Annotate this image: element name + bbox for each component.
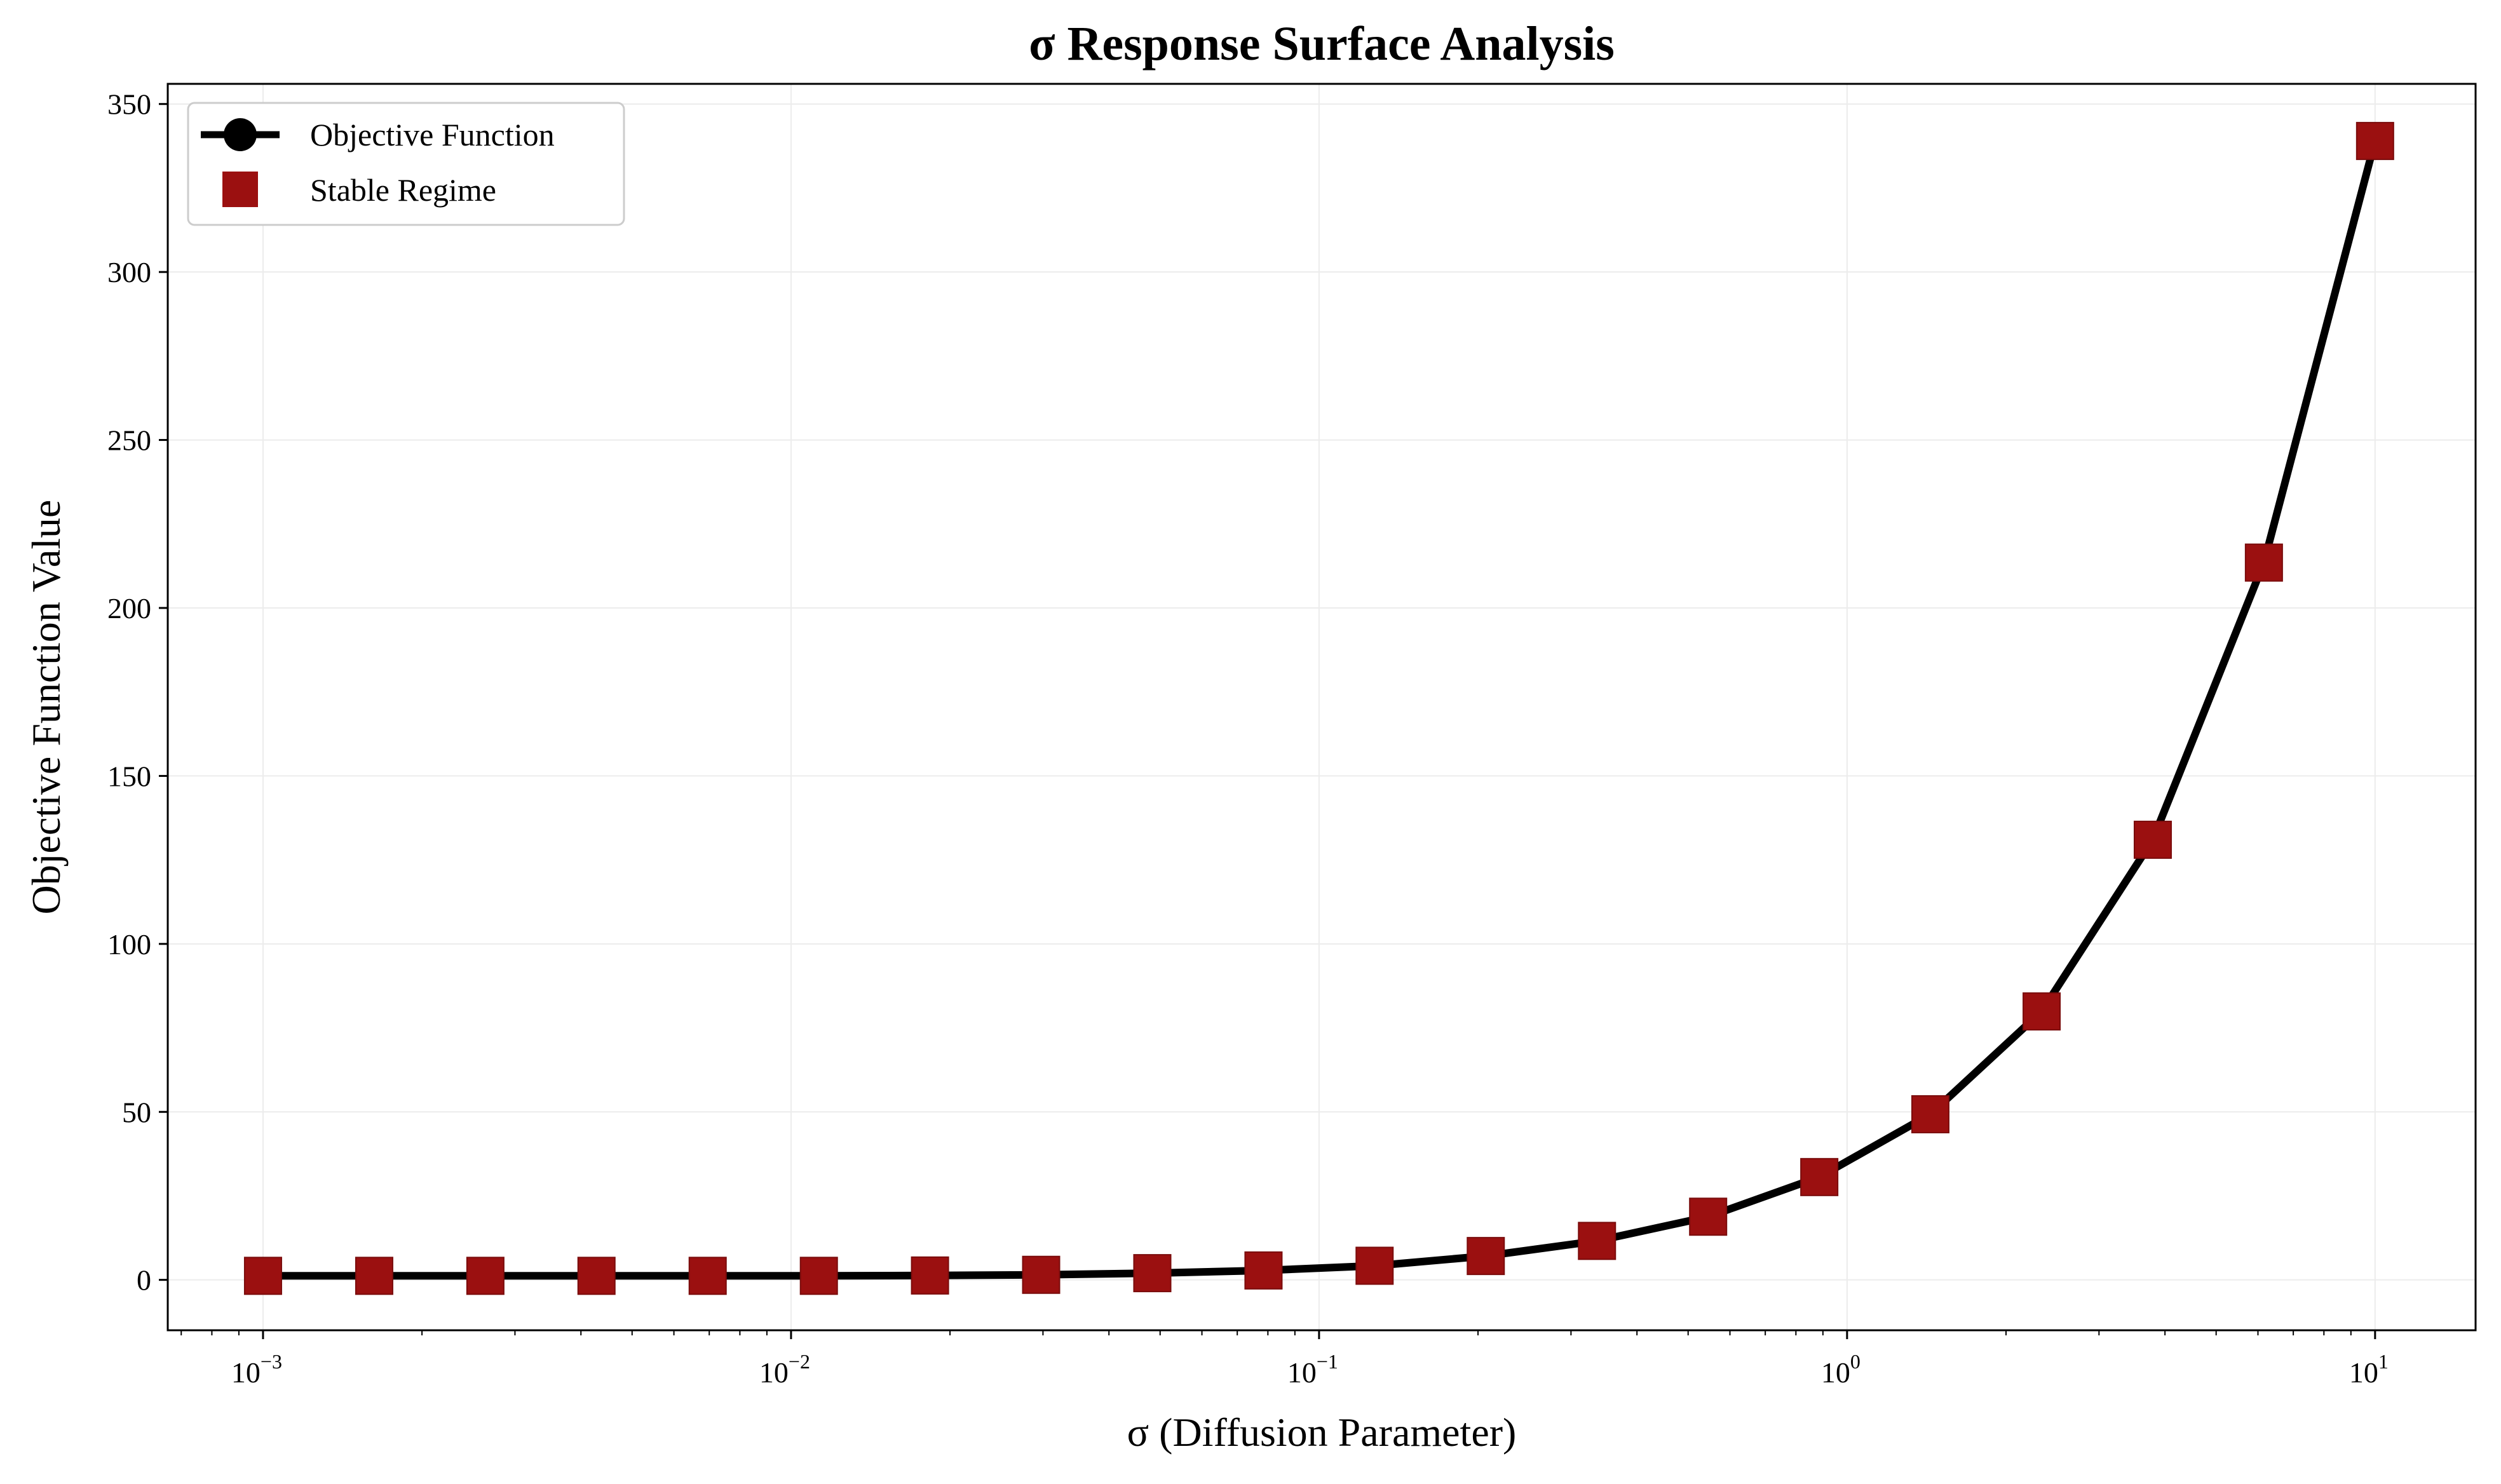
y-tick-label: 50 <box>122 1096 151 1128</box>
y-tick-label: 0 <box>137 1264 151 1297</box>
y-tick-label: 300 <box>107 256 151 288</box>
x-tick-label-exponent: 0 <box>1850 1350 1860 1373</box>
x-tick-label-exponent: −1 <box>1317 1350 1338 1373</box>
x-tick-label: 10−1 <box>1287 1350 1338 1389</box>
legend-label-objective-function: Objective Function <box>310 117 555 152</box>
x-tick-label-base: 10 <box>1287 1356 1317 1389</box>
x-tick-label: 100 <box>1821 1350 1860 1389</box>
stable-regime-marker <box>2133 820 2172 859</box>
y-tick-label: 100 <box>107 928 151 961</box>
plot-area-frame <box>166 83 2477 1332</box>
x-tick-label: 10−2 <box>759 1350 810 1389</box>
series-layer <box>243 121 2394 1295</box>
x-tick-label-exponent: 1 <box>2378 1350 2389 1373</box>
legend-square-marker-swatch <box>222 172 258 207</box>
x-tick-label-exponent: −2 <box>789 1350 810 1373</box>
stable-regime-marker <box>688 1257 727 1295</box>
stable-regime-marker <box>355 1257 393 1295</box>
x-tick-label-base: 10 <box>2349 1356 2378 1389</box>
x-tick-label: 101 <box>2349 1350 2389 1389</box>
y-tick-label: 150 <box>107 760 151 792</box>
stable-regime-marker <box>1911 1095 1949 1133</box>
y-tick-label: 350 <box>107 88 151 121</box>
stable-regime-marker <box>2023 992 2061 1031</box>
stable-regime-marker <box>466 1257 505 1295</box>
stable-regime-marker <box>577 1257 616 1295</box>
y-tick-label: 250 <box>107 424 151 457</box>
chart-title: σ Response Surface Analysis <box>1029 17 1615 71</box>
stable-regime-marker <box>911 1256 949 1295</box>
y-axis-label: Objective Function Value <box>24 500 69 915</box>
legend: Objective Function Stable Regime <box>187 102 625 226</box>
x-tick-label-base: 10 <box>759 1356 789 1389</box>
x-tick-label: 10−3 <box>231 1350 282 1389</box>
x-tick-label-base: 10 <box>1821 1356 1850 1389</box>
stable-regime-marker <box>2244 543 2283 582</box>
x-tick-label-exponent: −3 <box>261 1350 282 1373</box>
stable-regime-marker <box>1689 1197 1728 1236</box>
x-axis-label: σ (Diffusion Parameter) <box>1127 1410 1517 1455</box>
x-tick-label-base: 10 <box>231 1356 261 1389</box>
stable-regime-marker <box>1800 1157 1839 1196</box>
stable-regime-marker <box>799 1257 838 1295</box>
stable-regime-marker <box>1244 1251 1283 1290</box>
stable-regime-marker <box>1355 1246 1394 1285</box>
legend-box <box>187 102 625 226</box>
legend-circle-marker-swatch <box>224 118 257 151</box>
legend-label-stable-regime: Stable Regime <box>310 172 496 208</box>
stable-regime-marker <box>2355 121 2394 160</box>
stable-regime-marker <box>1467 1237 1505 1276</box>
stable-regime-marker <box>1022 1255 1061 1294</box>
stable-regime-marker <box>243 1257 282 1295</box>
y-tick-label: 200 <box>107 592 151 624</box>
stable-regime-marker <box>1133 1254 1172 1293</box>
stable-regime-marker <box>1578 1222 1616 1260</box>
